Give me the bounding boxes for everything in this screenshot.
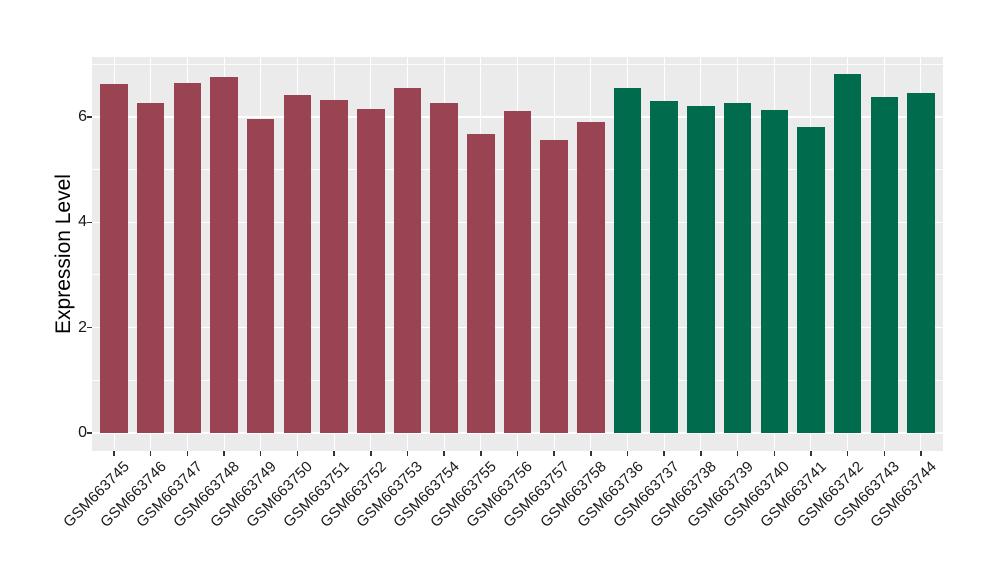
bar-GSM663742 — [833, 73, 862, 433]
bar-GSM663744 — [907, 92, 935, 433]
bar-GSM663739 — [723, 103, 752, 433]
bar-GSM663745 — [100, 84, 128, 433]
x-tick-mark — [223, 451, 225, 456]
x-tick-mark — [370, 451, 372, 456]
bar-GSM663738 — [687, 105, 715, 433]
x-tick-mark — [663, 451, 665, 456]
x-tick-mark — [846, 451, 849, 456]
y-tick-mark — [87, 116, 92, 118]
bar-GSM663756 — [503, 110, 532, 433]
x-tick-mark — [296, 451, 299, 456]
bar-GSM663749 — [246, 118, 275, 433]
y-tick-label: 4 — [78, 213, 87, 231]
bar-GSM663741 — [797, 127, 825, 433]
y-tick-label: 0 — [78, 424, 87, 441]
bar-GSM663748 — [210, 76, 238, 433]
bar-GSM663747 — [173, 83, 202, 433]
bar-GSM663740 — [760, 110, 788, 433]
bar-GSM663743 — [870, 96, 899, 433]
y-tick-mark — [87, 432, 92, 434]
bar-GSM663737 — [650, 101, 678, 433]
bar-GSM663752 — [357, 108, 385, 433]
x-tick-mark — [553, 451, 555, 456]
x-tick-mark — [810, 451, 812, 456]
x-tick-mark — [113, 451, 115, 456]
x-tick-mark — [736, 451, 739, 456]
x-tick-mark — [626, 451, 629, 456]
bar-GSM663754 — [430, 102, 458, 433]
x-tick-mark — [443, 451, 445, 456]
bar-GSM663757 — [540, 140, 568, 433]
bar-GSM663758 — [577, 122, 605, 433]
bar-GSM663750 — [283, 95, 312, 433]
bar-GSM663736 — [613, 87, 642, 433]
x-tick-mark — [186, 451, 189, 456]
bar-GSM663751 — [320, 99, 348, 433]
bar-GSM663753 — [393, 88, 422, 433]
y-tick-label: 6 — [78, 107, 87, 125]
y-axis-title: Expression Level — [52, 174, 75, 334]
y-tick-label: 2 — [78, 318, 87, 336]
x-tick-mark — [920, 451, 922, 456]
x-tick-mark — [883, 451, 886, 456]
y-tick-mark — [87, 326, 92, 329]
x-tick-mark — [149, 451, 152, 456]
bar-GSM663755 — [467, 134, 495, 433]
x-tick-mark — [700, 451, 702, 456]
x-tick-mark — [406, 451, 409, 456]
x-tick-mark — [516, 451, 519, 456]
x-tick-mark — [773, 451, 776, 456]
y-tick-mark — [87, 221, 92, 224]
x-tick-mark — [333, 451, 335, 456]
bar-GSM663746 — [136, 102, 165, 433]
x-tick-mark — [259, 451, 262, 456]
x-tick-mark — [480, 451, 482, 456]
x-tick-mark — [590, 451, 592, 456]
